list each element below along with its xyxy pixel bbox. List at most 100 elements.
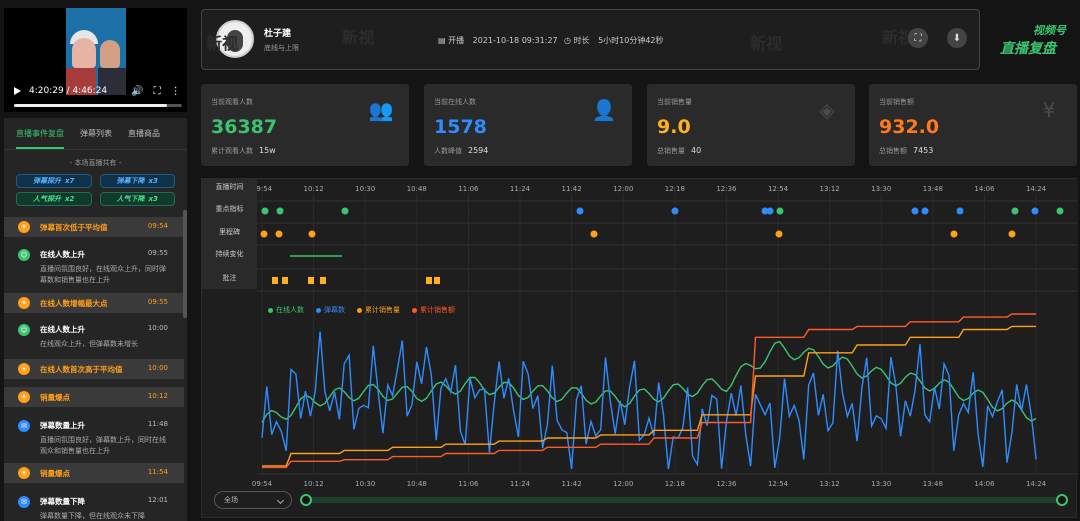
event-title: 销量爆点 bbox=[40, 393, 70, 402]
annotation-flag bbox=[282, 277, 288, 284]
tag-count: x3 bbox=[148, 177, 158, 185]
stat-sub-label: 人数峰值 bbox=[434, 147, 462, 155]
event-item[interactable]: ☀ 销量爆点 11:54 bbox=[4, 463, 184, 483]
event-desc: 弹幕数量下降，但在线观众未下降 bbox=[40, 512, 145, 520]
summary-tag[interactable]: 弹幕下降 x3 bbox=[99, 174, 175, 188]
tick-label-top: 12:54 bbox=[768, 185, 789, 193]
event-item[interactable]: ☀ 弹幕首次低于平均值 09:54 bbox=[4, 217, 184, 237]
calendar-icon: ▤ bbox=[438, 36, 446, 45]
stat-card: 当前观看人数 36387 累计观看人数 15w 👥 bbox=[201, 84, 409, 166]
bulb-icon: ☀ bbox=[18, 297, 30, 309]
tag-label: 弹幕下降 bbox=[116, 177, 145, 185]
row-label: 重点指标 bbox=[215, 205, 244, 213]
tab-0[interactable]: 直播事件复盘 bbox=[16, 118, 64, 149]
left-tabs: 直播事件复盘 弹幕列表 直播商品 bbox=[4, 118, 187, 150]
tab-1[interactable]: 弹幕列表 bbox=[80, 129, 112, 138]
stat-sub-value: 15w bbox=[259, 146, 276, 155]
range-end-handle[interactable] bbox=[1056, 494, 1068, 506]
key-metric-dot bbox=[921, 207, 929, 215]
tag-count: x3 bbox=[148, 195, 158, 203]
event-item[interactable]: ☀ 在线人数增幅最大点 09:55 bbox=[4, 293, 184, 313]
stat-label: 当前销售额 bbox=[879, 98, 914, 106]
row-label: 批注 bbox=[222, 274, 237, 282]
download-button[interactable]: ⬇ bbox=[947, 28, 967, 48]
chat-icon: ✉ bbox=[18, 420, 30, 432]
key-metric-dot bbox=[276, 207, 284, 215]
tick-label-top: 12:18 bbox=[665, 185, 685, 193]
event-title: 在线人数首次高于平均值 bbox=[40, 365, 123, 374]
event-item[interactable]: ✉ 弹幕数量上升 11:48 直播间氛围良好，弹幕数上升，同时在线观众和销售量也在上升 bbox=[4, 420, 184, 457]
tick-label-top: 14:06 bbox=[974, 185, 995, 193]
event-item[interactable]: ✉ 弹幕数量下降 12:01 弹幕数量下降，但在线观众未下降 bbox=[4, 496, 184, 521]
stat-card: 当前在线人数 1578 人数峰值 2594 👤 bbox=[424, 84, 632, 166]
start-time: ▤ 开播 2021-10-18 09:31:27 bbox=[438, 36, 558, 45]
tick-label-bottom: 10:12 bbox=[304, 480, 324, 488]
watermark: 新视 bbox=[750, 34, 783, 53]
event-title: 销量爆点 bbox=[40, 469, 70, 478]
stat-sub: 总销售额 7453 bbox=[879, 146, 933, 156]
watermark: 新视 bbox=[882, 28, 915, 47]
video-progress[interactable] bbox=[14, 104, 182, 107]
user-icon: 👤 bbox=[591, 98, 617, 122]
stat-label: 当前在线人数 bbox=[434, 98, 476, 106]
legend-item[interactable]: 在线人数 bbox=[268, 305, 304, 315]
event-time: 09:55 bbox=[147, 298, 168, 306]
app-logo: 视频号 直播复盘 bbox=[1000, 24, 1066, 57]
legend-item[interactable]: 累计销售量 bbox=[357, 305, 400, 315]
milestone-marker bbox=[275, 230, 283, 238]
tick-label-bottom: 12:54 bbox=[768, 480, 789, 488]
key-metric-dot bbox=[1011, 207, 1019, 215]
tick-label-top: 12:00 bbox=[613, 185, 633, 193]
live-duration: ◷ 时长 5小时10分钟42秒 bbox=[564, 36, 664, 45]
stat-card: 当前销售量 9.0 总销售量 40 ◈ bbox=[647, 84, 855, 166]
yen-icon: ¥ bbox=[1042, 98, 1056, 122]
milestone-marker bbox=[775, 230, 783, 238]
event-title: 在线人数上升 bbox=[40, 250, 85, 259]
milestone-marker bbox=[308, 230, 316, 238]
event-list-scrollbar[interactable] bbox=[183, 210, 187, 318]
time-range-slider[interactable] bbox=[300, 494, 1068, 506]
expand-button[interactable]: ⛶ bbox=[908, 28, 928, 48]
host-name: 杜子建 bbox=[264, 29, 292, 39]
event-item[interactable]: ☀ 销量爆点 10:12 bbox=[4, 387, 184, 407]
milestone-marker bbox=[260, 230, 268, 238]
event-list: ☀ 弹幕首次低于平均值 09:54 ☺ 在线人数上升 09:55 直播间氛围良好，在线观众上… bbox=[4, 214, 184, 521]
video-player[interactable]: 4:20:29 / 4:46:24 🔊 ⛶ ⋮ bbox=[4, 8, 187, 112]
range-select[interactable]: 全场 bbox=[214, 491, 292, 509]
series-line-2 bbox=[262, 325, 1037, 467]
stat-sub-label: 总销售额 bbox=[879, 147, 907, 155]
more-icon[interactable]: ⋮ bbox=[170, 85, 181, 97]
tick-label-top: 12:36 bbox=[716, 185, 737, 193]
stat-card: 当前销售额 932.0 总销售额 7453 ¥ bbox=[869, 84, 1077, 166]
event-item[interactable]: ☺ 在线人数上升 10:00 在线观众上升，但弹幕数未增长 bbox=[4, 324, 184, 350]
range-start-handle[interactable] bbox=[300, 494, 312, 506]
legend-item[interactable]: 累计销售额 bbox=[412, 305, 455, 315]
tick-label-bottom: 11:42 bbox=[562, 480, 582, 488]
row-label: 直播时间 bbox=[215, 183, 244, 191]
timeline-svg: 09:54 09:54 10:12 10:12 10:30 10:30 10:48 10:48… bbox=[252, 179, 1078, 488]
legend-item[interactable]: 弹幕数 bbox=[316, 305, 345, 315]
event-item[interactable]: ☺ 在线人数上升 09:55 直播间氛围良好，在线观众上升，同时弹幕数和销售量也在上升 bbox=[4, 249, 184, 286]
play-icon[interactable] bbox=[14, 87, 21, 95]
stat-sub-label: 累计观看人数 bbox=[211, 147, 253, 155]
event-item[interactable]: ☀ 在线人数首次高于平均值 10:00 bbox=[4, 359, 184, 379]
annotation-flag bbox=[308, 277, 314, 284]
tick-label-bottom: 12:18 bbox=[665, 480, 685, 488]
tick-label-top: 09:54 bbox=[252, 185, 273, 193]
legend-dot bbox=[412, 307, 417, 313]
summary-tag[interactable]: 人气探升 x2 bbox=[16, 192, 92, 206]
summary-tag[interactable]: 人气下降 x3 bbox=[99, 192, 175, 206]
annotation-flag bbox=[272, 277, 278, 284]
stat-label: 当前观看人数 bbox=[211, 98, 253, 106]
tick-label-top: 13:48 bbox=[923, 185, 943, 193]
event-time: 11:48 bbox=[147, 420, 168, 428]
volume-icon[interactable]: 🔊 bbox=[131, 85, 144, 97]
bulb-icon: ☀ bbox=[18, 467, 30, 479]
tab-2[interactable]: 直播商品 bbox=[128, 129, 160, 138]
summary-tag[interactable]: 弹幕探升 x7 bbox=[16, 174, 92, 188]
event-time: 09:54 bbox=[147, 222, 168, 230]
tick-label-top: 13:30 bbox=[871, 185, 891, 193]
event-title: 弹幕数量下降 bbox=[40, 497, 85, 506]
stat-label: 当前销售量 bbox=[657, 98, 692, 106]
fullscreen-icon[interactable]: ⛶ bbox=[153, 85, 161, 97]
